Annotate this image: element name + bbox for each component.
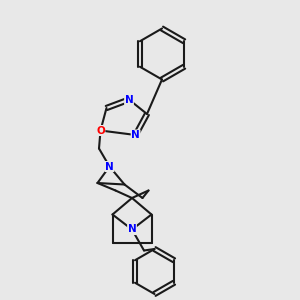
Text: N: N xyxy=(131,130,140,140)
Text: N: N xyxy=(105,161,114,172)
Text: O: O xyxy=(96,125,105,136)
Text: N: N xyxy=(124,94,134,105)
Text: N: N xyxy=(128,224,136,235)
